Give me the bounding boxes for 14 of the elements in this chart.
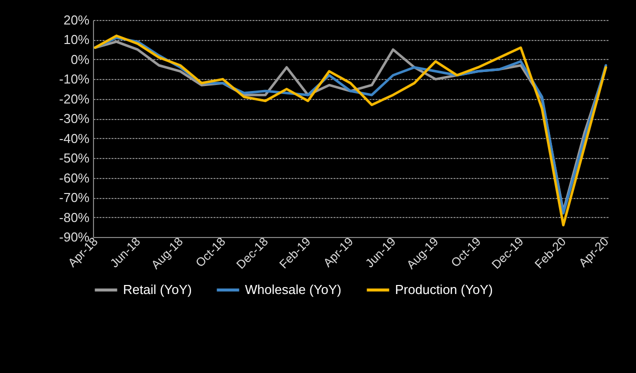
y-tick-label: -40% <box>59 130 90 146</box>
y-tick-label: 0% <box>70 52 90 67</box>
legend-label: Retail (YoY) <box>123 282 192 297</box>
y-tick-label: -30% <box>59 111 90 126</box>
legend-label: Wholesale (YoY) <box>245 282 342 297</box>
y-tick-label: -20% <box>59 91 90 106</box>
y-tick-label: -60% <box>59 170 90 186</box>
y-tick-label: -70% <box>59 190 90 206</box>
y-tick-label: 10% <box>63 32 90 48</box>
y-tick-label: 20% <box>63 12 90 28</box>
y-tick-label: -50% <box>59 150 90 166</box>
legend-label: Production (YoY) <box>395 282 493 297</box>
y-tick-label: -10% <box>59 72 90 87</box>
y-tick-label: -80% <box>59 210 90 225</box>
